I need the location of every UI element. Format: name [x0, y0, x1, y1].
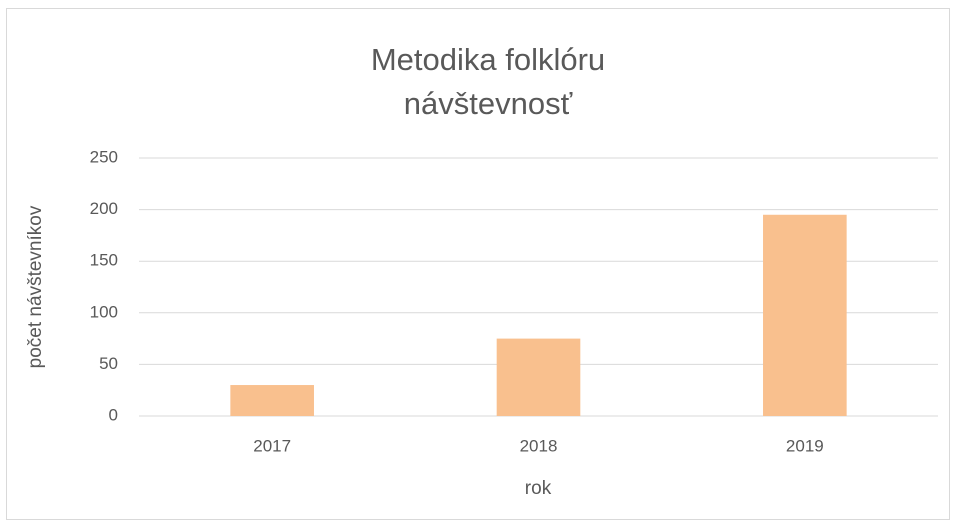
x-tick-label: 2017 [253, 436, 291, 455]
y-tick-label: 200 [90, 199, 118, 218]
chart-title: návštevnosť [404, 86, 573, 121]
y-axis-title: počet návštevníkov [25, 205, 46, 368]
x-tick-label: 2018 [520, 436, 558, 455]
y-tick-label: 100 [90, 302, 118, 321]
bar [763, 214, 847, 416]
bar [230, 385, 314, 416]
x-axis-title: rok [525, 478, 552, 499]
bar [496, 338, 581, 416]
y-tick-label: 0 [109, 405, 118, 424]
y-tick-label: 250 [90, 147, 118, 166]
x-tick-label: 2019 [786, 436, 824, 455]
y-tick-label: 50 [99, 354, 118, 373]
chart-title: Metodika folklóru [371, 42, 605, 77]
y-tick-label: 150 [90, 251, 118, 270]
